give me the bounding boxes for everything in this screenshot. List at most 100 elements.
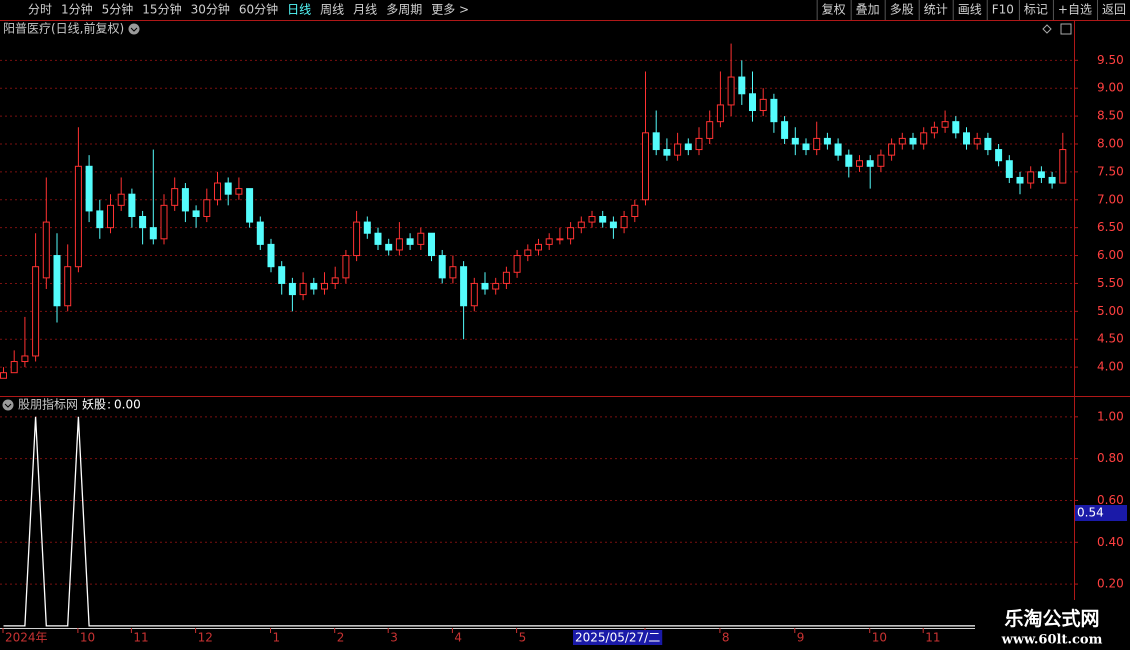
candle-body [149,227,157,240]
x-tick-label: 12 [198,631,213,645]
diamond-icon[interactable] [1042,24,1052,34]
candle-body [706,121,714,139]
toolbar-tab[interactable]: 月线 [353,3,377,17]
candle-body [674,143,682,156]
candle-body [460,266,468,307]
candle-body [160,204,168,240]
toolbar-tab[interactable]: 30分钟 [191,2,230,17]
chart-title: 阳普医疗(日线,前复权) [3,21,124,36]
candle-body [85,165,93,212]
candle-body [620,216,628,229]
candle-body [278,266,286,284]
toolbar-button[interactable]: 标记 [1024,3,1048,17]
indicator-line [3,416,1063,627]
candle-body [481,282,489,290]
candle-body [1037,171,1045,178]
x-tick-label: 9 [797,631,805,645]
toolbar-button[interactable]: 画线 [958,3,982,17]
legend-colon: : [107,398,111,412]
toolbar-tab[interactable]: 15分钟 [142,2,181,17]
dropdown-icon[interactable] [128,23,140,35]
toolbar-button[interactable]: 叠加 [856,3,880,17]
candle-body [781,121,789,139]
candle-body [684,143,692,151]
candle-body [417,232,425,245]
toolbar-button[interactable]: 返回 [1102,3,1126,17]
toolbar-tab[interactable]: 1分钟 [61,2,93,17]
cursor-date-box [573,630,663,645]
y-tick-label: 9.50 [1097,53,1124,67]
y-tick-label: 7.50 [1097,164,1124,178]
candle-body [535,243,542,251]
watermark-url: www.60lt.com [1001,633,1103,648]
candle-body [246,188,254,223]
candle-body [909,137,917,145]
toolbar-tab[interactable]: 5分钟 [102,2,134,17]
candle-body [374,232,382,245]
candle-body [524,249,532,257]
x-tick-label: 2024年 [5,631,48,645]
candle-body [973,137,981,145]
candle-body [695,137,703,151]
candle-body [920,132,928,145]
candle-body [449,266,457,279]
toolbar-tab[interactable]: 日线 [287,3,311,17]
toolbar-button[interactable]: 多股 [890,3,914,17]
toolbar-button[interactable]: 统计 [924,3,948,17]
y-tick-label: 0.60 [1097,493,1124,507]
toolbar-button[interactable]: 复权 [822,3,846,17]
candle-body [96,210,104,229]
x-tick-label: 11 [925,631,940,645]
x-tick-label: 10 [80,631,95,645]
dropdown-icon[interactable] [2,399,14,411]
toolbar-button[interactable]: F10 [992,3,1014,17]
candle-body [556,238,564,241]
x-tick-label: 10 [872,631,887,645]
candle-body [310,282,318,290]
candle-body [32,266,40,357]
y-tick-label: 5.50 [1097,276,1124,290]
candle-body [42,221,50,279]
candle-body [235,188,243,195]
x-tick-label: 1 [273,631,281,645]
cursor-date: 2025/05/27/二 [575,631,660,645]
candle-body [866,160,874,167]
toolbar-tab[interactable]: 60分钟 [239,2,278,17]
candle-body [856,160,863,167]
candle-body [1059,149,1067,184]
candle-body [802,143,810,151]
candle-body [1027,171,1035,184]
dropdown-arrow [130,27,138,32]
y-tick-label: 4.00 [1097,360,1124,374]
panel-icon[interactable] [1060,23,1072,35]
candle-body [224,182,232,195]
candle-body [823,137,831,145]
candle-body [599,216,607,223]
candle-body [952,121,960,134]
toolbar-tab[interactable]: 更多 > [431,3,469,17]
candle-body [256,221,264,245]
candle-body [321,282,328,290]
candle-body [941,121,949,128]
candle-body [984,137,992,151]
toolbar-tab[interactable]: 多周期 [386,3,422,17]
toolbar-button[interactable]: +自选 [1058,3,1092,17]
candle-body [930,126,938,134]
candle-body [331,277,339,284]
candle-body [128,193,136,217]
candle-body [513,255,521,273]
x-tick-label: 4 [454,631,462,645]
y-tick-label: 0.20 [1097,577,1124,591]
candle-body [716,104,724,123]
candle-body [139,216,147,229]
toolbar-tab[interactable]: 周线 [320,3,344,17]
candle-body [738,76,746,95]
candle-body [342,255,350,279]
candle-body [64,266,72,307]
candle-body [770,98,778,123]
candle-body [428,232,435,257]
toolbar-tab[interactable]: 分时 [28,3,52,17]
cursor-value: 0.54 [1077,506,1104,520]
